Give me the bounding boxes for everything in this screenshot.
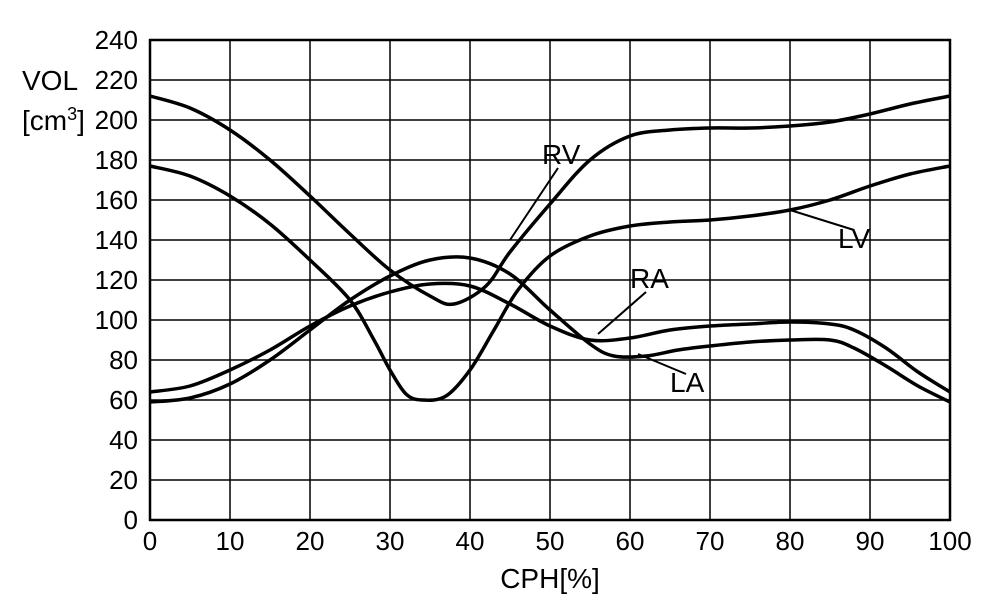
series-label-ra: RA xyxy=(630,263,669,294)
x-tick-label: 40 xyxy=(456,526,485,556)
y-tick-label: 80 xyxy=(109,345,138,375)
x-tick-label: 20 xyxy=(296,526,325,556)
y-tick-label: 180 xyxy=(95,145,138,175)
x-tick-label: 80 xyxy=(776,526,805,556)
series-label-lv: LV xyxy=(838,223,870,254)
x-tick-label: 30 xyxy=(376,526,405,556)
y-axis-label-line2: [cm3] xyxy=(22,104,85,136)
series-label-la: LA xyxy=(670,367,705,398)
y-tick-label: 140 xyxy=(95,225,138,255)
leader-ra xyxy=(598,292,646,334)
x-axis-label: CPH[%] xyxy=(500,563,600,594)
y-tick-label: 40 xyxy=(109,425,138,455)
y-tick-label: 0 xyxy=(124,505,138,535)
y-tick-label: 240 xyxy=(95,25,138,55)
x-tick-label: 90 xyxy=(856,526,885,556)
x-tick-label: 60 xyxy=(616,526,645,556)
y-tick-label: 220 xyxy=(95,65,138,95)
x-tick-label: 100 xyxy=(928,526,971,556)
x-tick-label: 50 xyxy=(536,526,565,556)
x-tick-label: 10 xyxy=(216,526,245,556)
y-tick-label: 120 xyxy=(95,265,138,295)
x-tick-label: 0 xyxy=(143,526,157,556)
y-axis-label-line1: VOL xyxy=(22,65,78,96)
x-tick-label: 70 xyxy=(696,526,725,556)
y-tick-label: 160 xyxy=(95,185,138,215)
y-tick-label: 200 xyxy=(95,105,138,135)
y-tick-label: 20 xyxy=(109,465,138,495)
y-tick-label: 60 xyxy=(109,385,138,415)
chart-svg: 0 10 20 30 40 50 60 70 80 90 100 0 20 40 60 80 100 120 140… xyxy=(0,0,1000,605)
series-label-rv: RV xyxy=(542,139,581,170)
y-tick-label: 100 xyxy=(95,305,138,335)
volume-chart: 0 10 20 30 40 50 60 70 80 90 100 0 20 40 60 80 100 120 140… xyxy=(0,0,1000,605)
